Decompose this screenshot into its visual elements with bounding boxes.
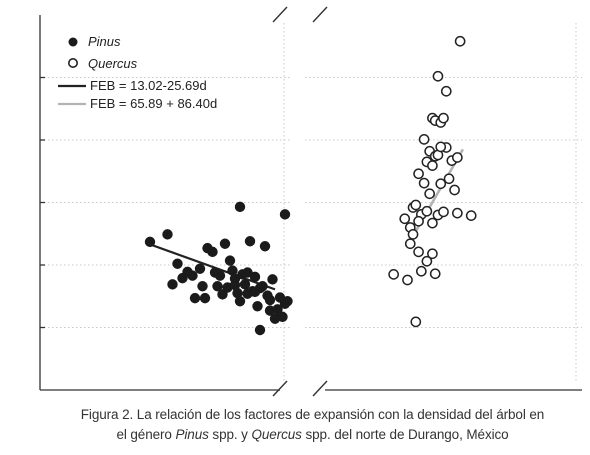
point-quercus-35 (421, 255, 433, 267)
point-pinus-9 (197, 281, 208, 292)
point-quercus-28 (413, 215, 424, 227)
point-quercus-27 (407, 229, 419, 240)
point-pinus-25 (242, 267, 253, 278)
point-quercus-19 (435, 178, 447, 190)
point-pinus-8 (194, 263, 206, 274)
caption-text-a: el género (116, 427, 176, 442)
point-quercus-0 (454, 35, 466, 47)
point-pinus-49 (249, 286, 261, 298)
data-points (144, 35, 477, 336)
legend-marker-quercus (68, 57, 79, 68)
point-quercus-2 (440, 85, 452, 97)
point-pinus-41 (279, 209, 291, 220)
point-quercus-33 (465, 210, 477, 221)
point-quercus-34 (413, 246, 424, 258)
point-pinus-19 (227, 265, 238, 276)
point-pinus-43 (234, 201, 246, 213)
point-pinus-6 (187, 270, 198, 281)
figure-caption: Figura 2. La relación de los factores de… (40, 405, 585, 445)
point-quercus-36 (427, 248, 438, 260)
point-quercus-20 (443, 173, 455, 185)
point-pinus-28 (249, 271, 261, 283)
point-pinus-32 (259, 241, 271, 252)
point-quercus-40 (388, 269, 399, 280)
point-quercus-6 (438, 112, 449, 124)
legend-label-quercus: Quercus (88, 56, 138, 71)
grid-lines (40, 23, 582, 382)
legend-label-pinus: Pinus (88, 34, 121, 49)
point-pinus-47 (229, 279, 241, 291)
point-quercus-43 (449, 184, 460, 196)
point-quercus-22 (410, 199, 422, 211)
point-pinus-42 (282, 296, 293, 307)
point-quercus-25 (399, 213, 411, 225)
point-quercus-11 (427, 160, 438, 171)
axes (39, 6, 582, 397)
legend-label-quercus-fit: FEB = 65.89 + 86.40d (90, 96, 217, 111)
point-pinus-1 (162, 229, 173, 240)
legend-marker-pinus (68, 37, 78, 47)
point-pinus-22 (234, 296, 246, 307)
point-pinus-0 (144, 236, 156, 248)
point-pinus-14 (212, 281, 223, 292)
point-pinus-34 (264, 294, 276, 306)
point-quercus-24 (421, 205, 433, 217)
point-quercus-42 (435, 141, 447, 153)
point-pinus-24 (239, 279, 251, 290)
point-pinus-31 (257, 281, 268, 292)
point-pinus-18 (224, 255, 236, 266)
point-pinus-45 (254, 324, 266, 336)
point-pinus-21 (232, 287, 243, 299)
point-quercus-17 (418, 177, 430, 189)
caption-text-e: spp. del norte de Durango, México (301, 427, 509, 442)
point-pinus-15 (214, 270, 226, 281)
axis-break-bottom-right (312, 380, 328, 397)
point-pinus-35 (267, 274, 278, 285)
axis-break-top-right (312, 6, 328, 23)
point-quercus-37 (402, 274, 413, 286)
point-quercus-1 (432, 70, 444, 82)
point-pinus-10 (199, 292, 211, 304)
point-quercus-39 (429, 268, 441, 280)
point-quercus-15 (452, 152, 463, 163)
point-quercus-41 (404, 238, 416, 250)
point-quercus-38 (415, 265, 427, 277)
caption-line-2: el género Pinus spp. y Quercus spp. del … (40, 425, 585, 445)
point-pinus-39 (277, 311, 288, 323)
point-pinus-7 (189, 292, 201, 304)
point-quercus-32 (452, 207, 463, 219)
caption-genus-pinus: Pinus (175, 427, 209, 442)
point-quercus-29 (427, 217, 438, 229)
point-pinus-48 (264, 305, 276, 316)
point-pinus-12 (207, 246, 218, 258)
point-quercus-16 (413, 168, 424, 180)
caption-genus-quercus: Quercus (251, 427, 302, 442)
axis-break-top-left (272, 6, 288, 23)
point-pinus-29 (252, 301, 263, 312)
scatter-plot: Pinus Quercus FEB = 13.02-25.69d FEB = 6… (39, 6, 582, 397)
point-quercus-18 (424, 188, 435, 200)
caption-text-c: spp. y (208, 427, 252, 442)
point-pinus-2 (172, 258, 183, 269)
axis-break-bottom-left (272, 380, 288, 397)
legend-label-pinus-fit: FEB = 13.02-25.69d (90, 78, 207, 93)
legend: Pinus Quercus FEB = 13.02-25.69d FEB = 6… (58, 34, 217, 111)
point-quercus-7 (418, 134, 430, 145)
caption-line-1: Figura 2. La relación de los factores de… (80, 407, 545, 422)
point-quercus-44 (410, 316, 422, 328)
point-pinus-3 (167, 279, 178, 290)
point-pinus-44 (219, 238, 231, 249)
point-quercus-31 (438, 206, 449, 218)
point-pinus-26 (244, 236, 256, 247)
